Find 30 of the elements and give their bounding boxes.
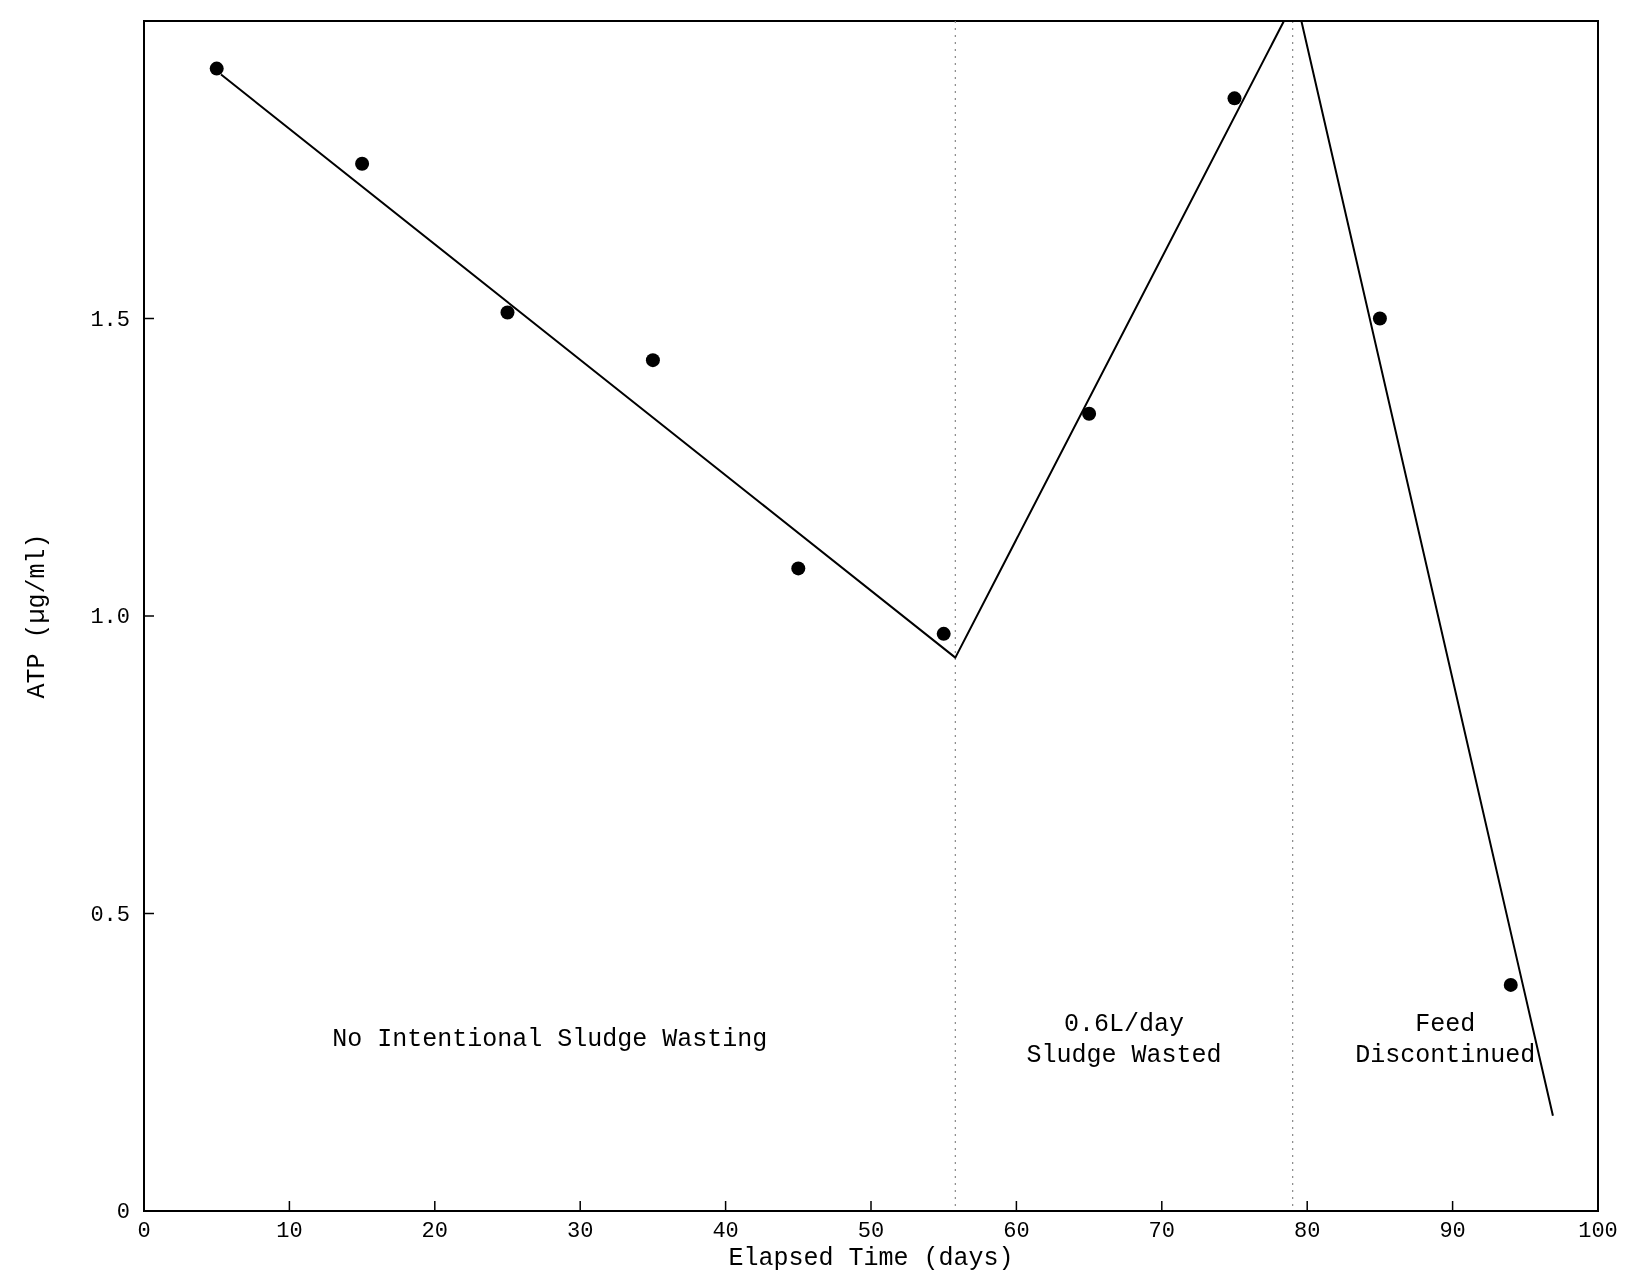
y-tick-label: 0.5 <box>90 902 130 928</box>
x-tick-label: 100 <box>1578 1219 1618 1244</box>
x-tick-label: 90 <box>1439 1219 1466 1244</box>
point <box>936 626 951 641</box>
x-tick-label: 10 <box>276 1219 303 1244</box>
x-tick-label: 40 <box>712 1219 739 1244</box>
point <box>1372 311 1387 326</box>
x-tick-label: 0 <box>137 1219 151 1244</box>
x-axis-title: Elapsed Time (days) <box>728 1244 1014 1273</box>
x-tick-label: 70 <box>1148 1219 1175 1244</box>
y-axis-title: ATP (µg/ml) <box>23 533 52 699</box>
x-tick-label: 50 <box>857 1219 885 1244</box>
point <box>355 156 370 171</box>
y-tick-label: 0 <box>116 1200 130 1225</box>
x-tick-label: 80 <box>1294 1219 1321 1244</box>
point <box>500 305 515 320</box>
x-tick-label: 60 <box>1003 1219 1030 1244</box>
annotation: Feed Discontinued <box>1355 1010 1536 1071</box>
point <box>1503 977 1518 992</box>
point <box>1082 406 1097 421</box>
y-tick-label: 1.5 <box>90 307 130 333</box>
annotation: No Intentional Sludge Wasting <box>332 1025 768 1055</box>
annotation: 0.6L/day Sludge Wasted <box>1026 1010 1222 1071</box>
x-tick-label: 30 <box>567 1219 594 1244</box>
x-tick-label: 20 <box>421 1219 448 1244</box>
point <box>209 61 224 76</box>
y-tick-label: 1.0 <box>90 605 130 630</box>
point <box>645 353 660 368</box>
point <box>1227 91 1242 106</box>
point <box>791 561 806 576</box>
